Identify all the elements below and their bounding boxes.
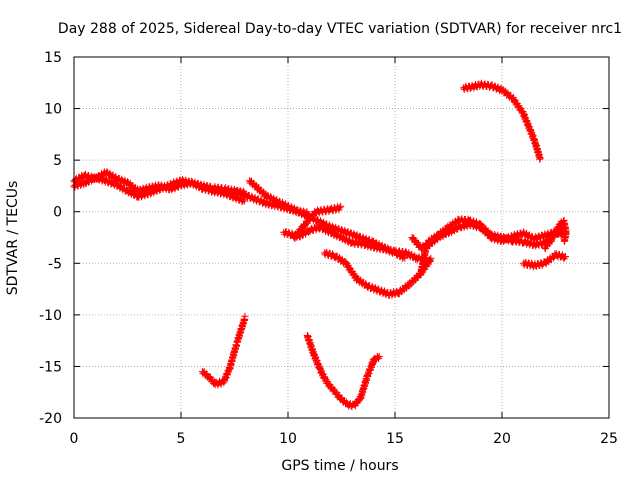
axes: 0 5 10 15 20 25 -20 -15 -10 -5 0 5 10 15 [39, 50, 618, 447]
series-markers [519, 250, 569, 271]
y-tick-label: -5 [48, 256, 62, 272]
x-axis-label: GPS time / hours [281, 458, 398, 474]
x-tick-label: 10 [279, 431, 297, 447]
y-axis-label: SDTVAR / TECUs [5, 181, 21, 296]
y-tick-label: 5 [53, 153, 62, 169]
y-tick-label: 15 [44, 50, 62, 66]
series-arc-13 [198, 312, 249, 389]
y-tick-label: 0 [53, 205, 62, 221]
plot-frame [73, 56, 610, 419]
series-markers [198, 312, 249, 389]
x-tick-label: 20 [493, 431, 511, 447]
y-tick-label: -15 [39, 359, 62, 375]
series-markers [541, 216, 570, 253]
chart-title: Day 288 of 2025, Sidereal Day-to-day VTE… [58, 21, 622, 37]
data-series [70, 79, 570, 411]
series-markers [290, 202, 345, 242]
y-tick-label: 10 [44, 102, 62, 118]
series-markers [460, 79, 544, 163]
y-tick-label: -10 [39, 308, 62, 324]
series-arc-6 [290, 202, 345, 242]
series-arc-5 [280, 222, 430, 264]
x-tick-label: 15 [386, 431, 404, 447]
series-markers [280, 222, 430, 264]
x-tick-label: 0 [70, 431, 79, 447]
series-arc-14 [303, 332, 383, 411]
x-tick-label: 5 [177, 431, 186, 447]
y-tick-label: -20 [39, 411, 62, 427]
series-arc-10 [519, 250, 569, 271]
series-markers [303, 332, 383, 411]
series-arc-11 [541, 216, 570, 253]
x-tick-label: 25 [600, 431, 618, 447]
series-arc-12 [460, 79, 544, 163]
